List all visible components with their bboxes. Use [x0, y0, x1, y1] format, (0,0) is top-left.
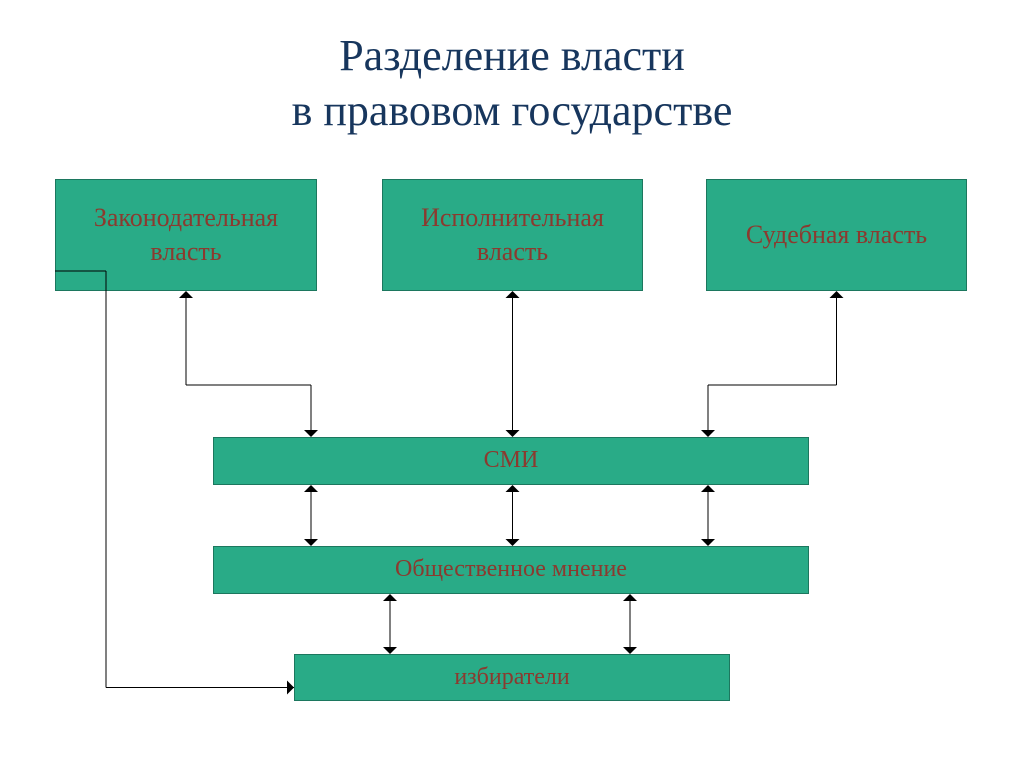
node-legislative: Законодательная власть [55, 179, 317, 291]
node-executive: Исполнительная власть [382, 179, 643, 291]
node-voters: избиратели [294, 654, 730, 701]
node-legislative-label: Законодательная власть [64, 201, 308, 269]
node-media-label: СМИ [484, 445, 539, 476]
node-voters-label: избиратели [454, 662, 569, 693]
node-media: СМИ [213, 437, 809, 485]
title-line-1: Разделение власти [0, 28, 1024, 83]
diagram-title: Разделение власти в правовом государстве [0, 0, 1024, 138]
node-opinion-label: Общественное мнение [395, 554, 627, 585]
node-judicial-label: Судебная власть [746, 218, 927, 252]
node-opinion: Общественное мнение [213, 546, 809, 594]
node-executive-label: Исполнительная власть [391, 201, 634, 269]
title-line-2: в правовом государстве [0, 83, 1024, 138]
node-judicial: Судебная власть [706, 179, 967, 291]
